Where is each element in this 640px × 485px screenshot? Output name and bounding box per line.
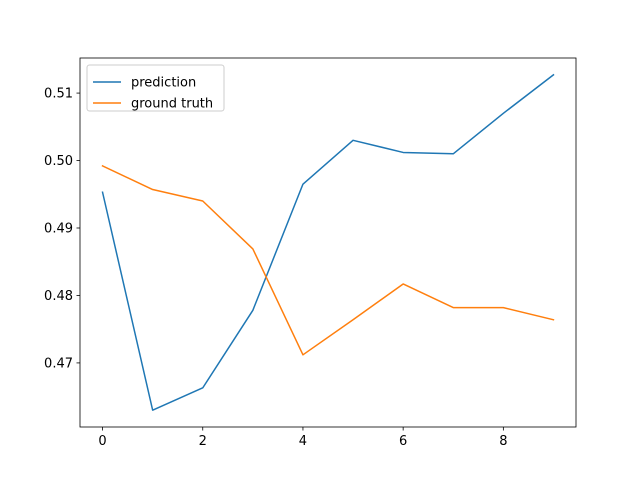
x-tick-label: 4 (299, 434, 307, 449)
y-tick-label: 0.48 (44, 289, 73, 304)
x-tick-label: 8 (499, 434, 507, 449)
y-tick-label: 0.51 (44, 87, 73, 102)
y-tick-label: 0.49 (44, 221, 73, 236)
y-tick-label: 0.47 (44, 356, 73, 371)
x-tick-label: 0 (98, 434, 106, 449)
x-tick-label: 6 (399, 434, 407, 449)
y-tick-label: 0.50 (44, 154, 73, 169)
x-tick-label: 2 (199, 434, 207, 449)
legend: prediction ground truth (87, 65, 224, 112)
legend-label: prediction (131, 76, 196, 91)
legend-label: ground truth (131, 97, 213, 112)
